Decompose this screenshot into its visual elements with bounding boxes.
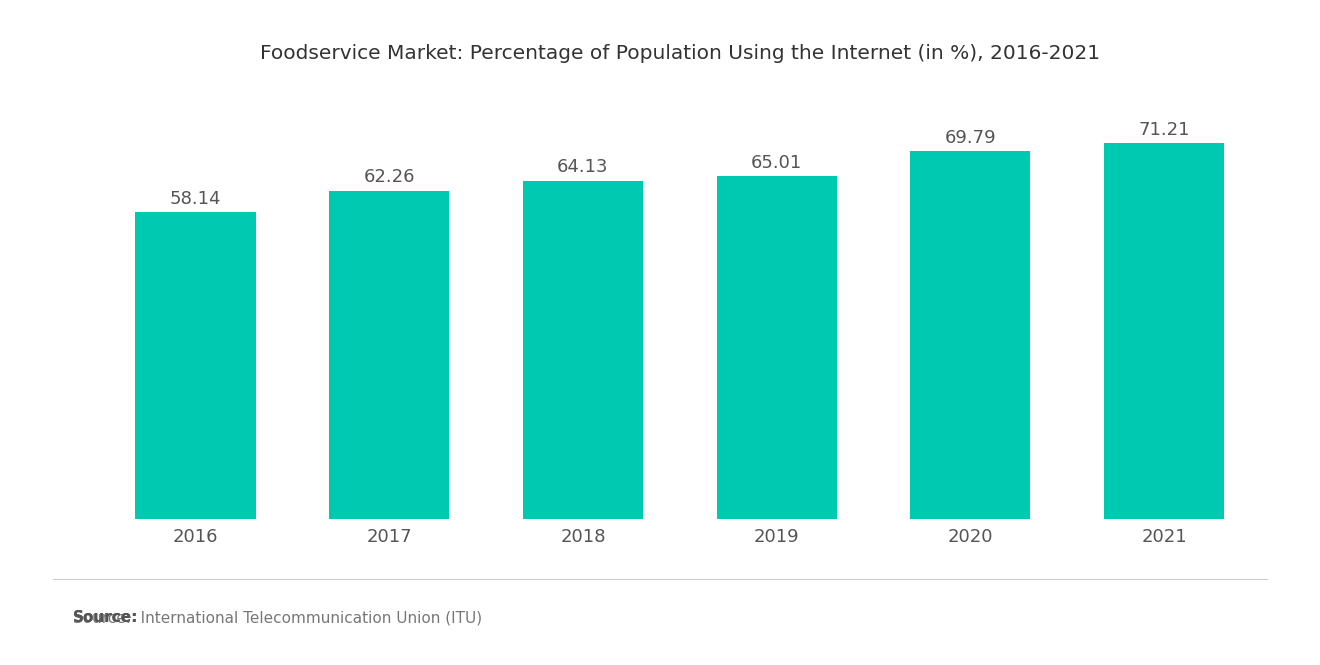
Text: 71.21: 71.21: [1138, 121, 1189, 139]
Text: Source:: Source:: [73, 610, 139, 625]
Text: Source:  International Telecommunication Union (ITU): Source: International Telecommunication …: [73, 610, 482, 625]
Bar: [1104, 144, 1224, 519]
Text: 58.14: 58.14: [170, 190, 222, 208]
Text: Source:: Source:: [73, 610, 139, 625]
Text: 62.26: 62.26: [363, 168, 414, 186]
Title: Foodservice Market: Percentage of Population Using the Internet (in %), 2016-202: Foodservice Market: Percentage of Popula…: [260, 44, 1100, 63]
Bar: [329, 190, 449, 519]
Text: 65.01: 65.01: [751, 154, 803, 172]
Text: 64.13: 64.13: [557, 158, 609, 176]
Bar: [717, 176, 837, 519]
Bar: [523, 181, 643, 519]
Bar: [911, 151, 1031, 519]
Text: 69.79: 69.79: [945, 128, 997, 146]
Bar: [136, 212, 256, 519]
